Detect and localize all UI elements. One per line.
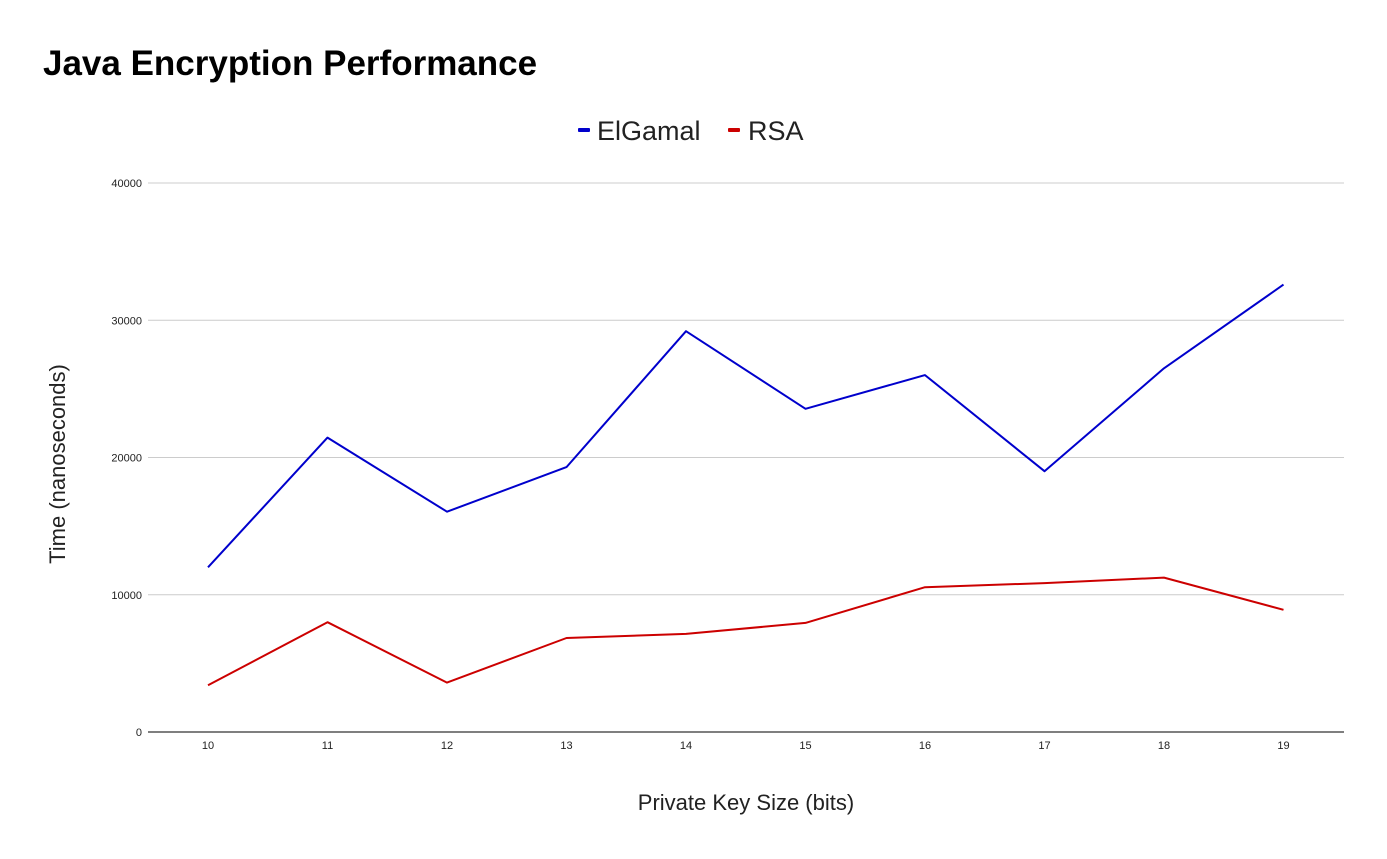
x-tick-label: 11 [322, 740, 333, 752]
x-tick-label: 17 [1038, 740, 1050, 752]
x-tick-label: 14 [680, 740, 692, 752]
legend-swatch-rsa [728, 128, 740, 132]
legend-label-elgamal: ElGamal [597, 116, 701, 146]
x-tick-label: 12 [441, 740, 453, 752]
y-tick-label: 20000 [111, 453, 142, 465]
chart-title: Java Encryption Performance [43, 44, 537, 83]
legend: ElGamal RSA [578, 116, 804, 146]
y-tick-label: 0 [136, 727, 142, 739]
series-line-rsa [207, 576, 1284, 687]
x-tick-label: 15 [799, 740, 811, 752]
series-line-elgamal [207, 283, 1285, 568]
y-axis-label: Time (nanoseconds) [45, 364, 70, 564]
y-tick-label: 10000 [111, 590, 142, 602]
y-tick-label: 40000 [111, 178, 142, 190]
x-tick-label: 16 [919, 740, 931, 752]
y-axis-ticks: 0 10000 20000 30000 40000 [111, 178, 142, 739]
x-tick-label: 19 [1277, 740, 1289, 752]
x-axis-ticks: 10 11 12 13 14 15 16 17 18 19 [202, 740, 1290, 752]
x-axis-label: Private Key Size (bits) [638, 790, 854, 815]
x-tick-label: 13 [560, 740, 572, 752]
x-tick-label: 18 [1158, 740, 1170, 752]
gridlines [148, 182, 1344, 733]
x-tick-label: 10 [202, 740, 214, 752]
series-lines [207, 283, 1285, 687]
legend-label-rsa: RSA [748, 116, 804, 146]
legend-swatch-elgamal [578, 128, 590, 132]
y-tick-label: 30000 [111, 315, 142, 327]
